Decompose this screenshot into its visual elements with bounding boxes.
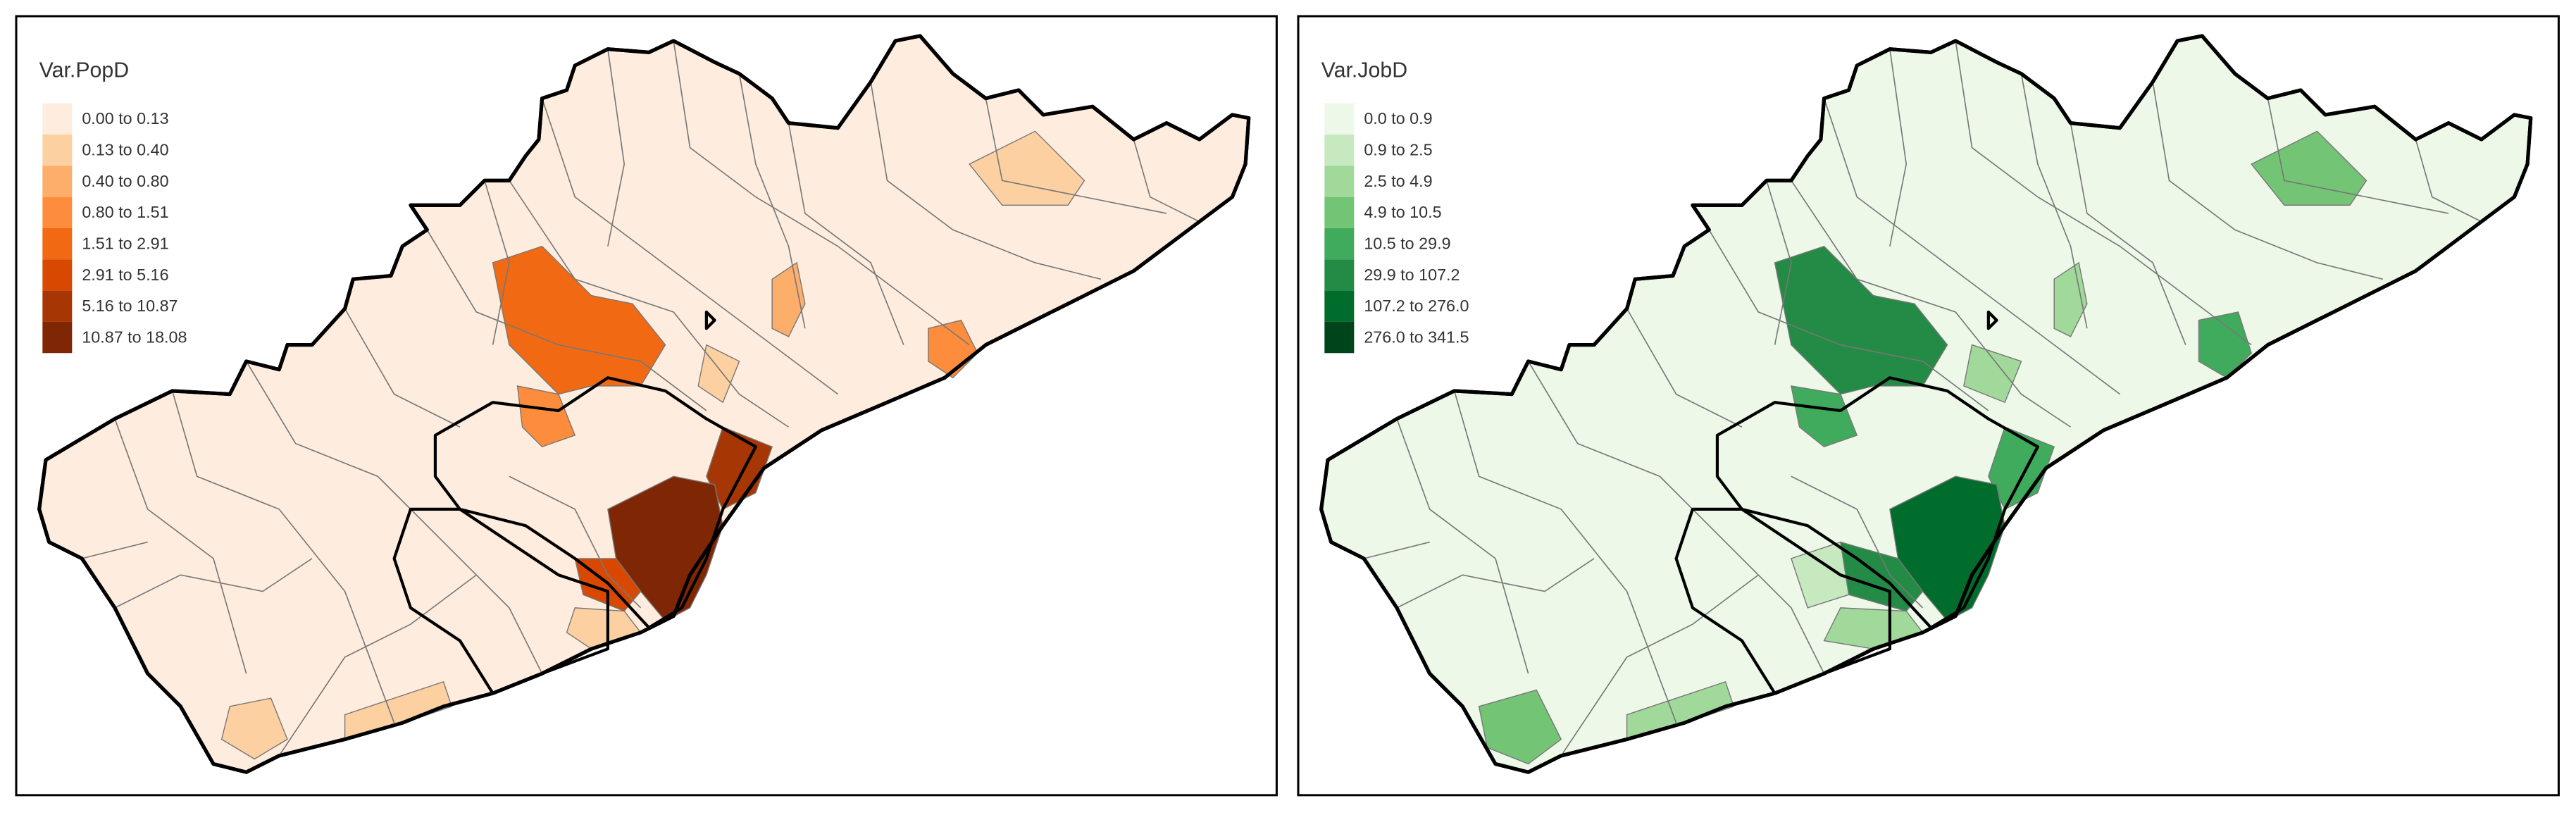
legend-swatch bbox=[42, 259, 73, 291]
legend-swatch bbox=[42, 197, 73, 228]
legend-swatch bbox=[1324, 321, 1355, 354]
legend-label: 1.51 to 2.91 bbox=[82, 234, 168, 252]
region bbox=[1963, 344, 2022, 404]
legend-label: 2.91 to 5.16 bbox=[82, 266, 168, 284]
panel: Var.JobD 0.0 to 0.9 0.9 to 2.5 2.5 to 4.9 4.… bbox=[1297, 15, 2560, 797]
region bbox=[1791, 385, 1858, 448]
legend-label: 5.16 to 10.87 bbox=[82, 297, 178, 315]
legend-swatch bbox=[1324, 290, 1355, 322]
legend-label: 0.80 to 1.51 bbox=[82, 203, 168, 221]
legend-swatch bbox=[42, 290, 73, 322]
legend-label: 0.13 to 0.40 bbox=[82, 140, 168, 158]
legend-label: 2.5 to 4.9 bbox=[1364, 172, 1432, 190]
legend: Var.PopD 0.00 to 0.13 0.13 to 0.40 0.40 to … bbox=[39, 58, 187, 354]
legend-swatch bbox=[1324, 134, 1355, 166]
region bbox=[697, 344, 740, 404]
region bbox=[2251, 130, 2367, 206]
region bbox=[969, 130, 1085, 206]
region bbox=[2198, 311, 2252, 379]
legend-swatch bbox=[42, 321, 73, 354]
panel: Var.PopD 0.00 to 0.13 0.13 to 0.40 0.40 to … bbox=[15, 15, 1278, 797]
legend-label: 0.0 to 0.9 bbox=[1364, 109, 1432, 127]
legend-swatch bbox=[42, 166, 73, 197]
legend-swatch bbox=[1324, 259, 1355, 291]
legend-label: 276.0 to 341.5 bbox=[1364, 328, 1469, 346]
legend-label: 0.40 to 0.80 bbox=[82, 172, 168, 190]
legend-swatch bbox=[1324, 103, 1355, 135]
legend: Var.JobD 0.0 to 0.9 0.9 to 2.5 2.5 to 4.9 4.… bbox=[1321, 58, 1469, 354]
legend-label: 0.00 to 0.13 bbox=[82, 109, 168, 127]
legend-label: 4.9 to 10.5 bbox=[1364, 203, 1441, 221]
legend-swatch bbox=[1324, 197, 1355, 228]
legend-label: 10.87 to 18.08 bbox=[82, 328, 187, 346]
legend-swatch bbox=[42, 228, 73, 260]
legend-swatch bbox=[1324, 166, 1355, 197]
legend-label: 107.2 to 276.0 bbox=[1364, 297, 1469, 315]
region bbox=[1791, 541, 1850, 609]
legend-title: Var.PopD bbox=[39, 58, 130, 82]
legend-title: Var.JobD bbox=[1321, 58, 1407, 82]
legend-swatch bbox=[42, 103, 73, 135]
region bbox=[516, 385, 576, 448]
legend-label: 10.5 to 29.9 bbox=[1364, 234, 1450, 252]
region bbox=[220, 697, 288, 760]
legend-label: 0.9 to 2.5 bbox=[1364, 140, 1432, 158]
legend-swatch bbox=[42, 134, 73, 166]
region bbox=[1478, 689, 1562, 765]
legend-label: 29.9 to 107.2 bbox=[1364, 266, 1460, 284]
legend-swatch bbox=[1324, 228, 1355, 260]
